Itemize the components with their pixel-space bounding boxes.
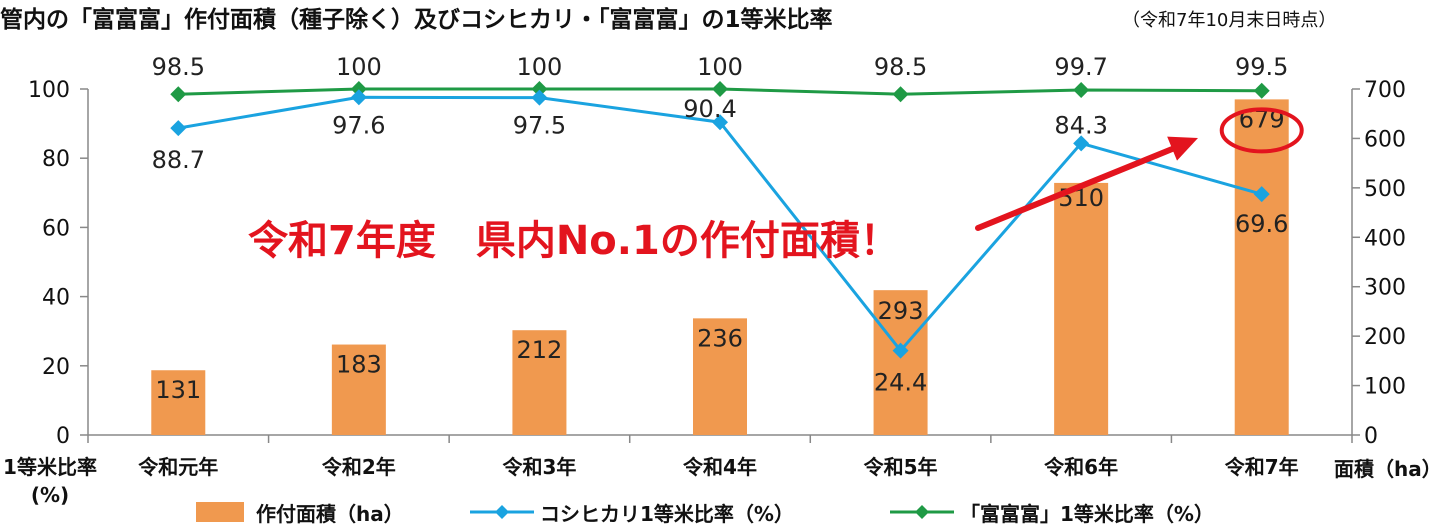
right-tick-label: 200 xyxy=(1364,325,1406,350)
left-tick-label: 80 xyxy=(42,147,70,172)
bar-data-label: 293 xyxy=(878,297,924,325)
left-tick-label: 0 xyxy=(56,424,70,449)
right-tick-label: 600 xyxy=(1364,127,1406,152)
koshihikari-data-label: 97.6 xyxy=(332,111,385,139)
fufufu-point xyxy=(1253,82,1270,99)
right-tick-label: 500 xyxy=(1364,177,1406,202)
bar xyxy=(331,344,386,435)
bar-data-label: 183 xyxy=(336,351,382,379)
left-axis-label: 1等米比率(%) xyxy=(3,455,97,507)
fufufu-data-label: 98.5 xyxy=(152,53,205,81)
x-tick-label: 令和3年 xyxy=(502,455,576,479)
koshihikari-point xyxy=(892,342,909,359)
fufufu-point xyxy=(1073,82,1090,99)
x-tick-label: 令和7年 xyxy=(1225,455,1299,479)
fufufu-data-label: 100 xyxy=(336,53,382,81)
right-tick-label: 100 xyxy=(1364,375,1406,400)
fufufu-point xyxy=(350,81,367,97)
koshihikari-point xyxy=(1253,186,1270,203)
x-tick-label: 令和5年 xyxy=(864,455,938,479)
koshihikari-data-label: 69.6 xyxy=(1235,210,1288,238)
koshihikari-point xyxy=(350,89,367,106)
koshihikari-point xyxy=(531,89,548,106)
legend-bar-swatch xyxy=(196,502,244,522)
right-axis-label: 面積（ha） xyxy=(1334,457,1442,481)
bar xyxy=(693,318,747,435)
bar xyxy=(512,330,567,435)
right-tick-label: 0 xyxy=(1364,424,1378,449)
bar-data-label: 131 xyxy=(155,376,201,404)
koshihikari-data-label: 84.3 xyxy=(1054,111,1107,139)
bar-data-label: 236 xyxy=(697,324,743,352)
legend-item-koshihikari: コシヒカリ1等米比率（%） xyxy=(470,498,794,526)
fufufu-point xyxy=(170,86,187,103)
x-tick-label: 令和2年 xyxy=(322,455,396,479)
callout-text: 令和7年度 県内No.1の作付面積！ xyxy=(248,218,900,264)
x-tick-label: 令和6年 xyxy=(1044,455,1118,479)
koshihikari-data-label: 24.4 xyxy=(874,369,927,397)
fufufu-point xyxy=(712,81,728,97)
koshihikari-data-label: 97.5 xyxy=(513,112,566,140)
x-tick-label: 令和4年 xyxy=(683,455,757,479)
right-tick-label: 700 xyxy=(1364,78,1406,103)
fufufu-data-label: 99.7 xyxy=(1054,53,1107,81)
left-tick-label: 20 xyxy=(42,355,70,380)
legend-koshihikari-label: コシヒカリ1等米比率（%） xyxy=(540,501,794,526)
legend-item-fufufu: 「富富富」1等米比率（%） xyxy=(890,498,1214,526)
callout-arrow-head xyxy=(1167,136,1198,161)
legend-koshihikari-swatch xyxy=(470,505,534,519)
bar xyxy=(873,290,928,435)
chart-title: 管内の「富富富」作付面積（種子除く）及びコシヒカリ・「富富富」の1等米比率 xyxy=(0,7,833,33)
callout-arrow-shaft xyxy=(975,142,1185,231)
x-tick-label: 令和元年 xyxy=(138,455,218,479)
date-note: （令和7年10月末日時点） xyxy=(1122,10,1337,31)
bar xyxy=(1054,182,1109,435)
left-tick-label: 40 xyxy=(42,286,70,311)
legend-fufufu-label: 「富富富」1等米比率（%） xyxy=(960,501,1214,526)
fufufu-point xyxy=(892,86,909,103)
koshihikari-point xyxy=(170,120,187,137)
right-tick-label: 300 xyxy=(1364,276,1406,301)
koshihikari-data-label: 88.7 xyxy=(152,146,205,174)
bar xyxy=(1234,99,1289,435)
left-tick-label: 60 xyxy=(42,216,70,241)
fufufu-point xyxy=(531,81,548,97)
koshihikari-point xyxy=(712,114,728,131)
bar-data-label: 212 xyxy=(517,336,563,364)
highlight-ellipse xyxy=(1219,107,1304,154)
koshihikari-point xyxy=(1073,135,1090,152)
legend-bar-label: 作付面積（ha） xyxy=(256,501,404,526)
left-tick-label: 100 xyxy=(28,78,70,103)
bar xyxy=(151,370,206,435)
koshihikari-data-label: 90.4 xyxy=(683,95,736,123)
fufufu-data-label: 100 xyxy=(517,53,563,81)
legend-fufufu-swatch xyxy=(890,505,954,519)
legend-item-bar: 作付面積（ha） xyxy=(196,498,404,526)
right-tick-label: 400 xyxy=(1364,226,1406,251)
fufufu-data-label: 99.5 xyxy=(1235,53,1288,81)
fufufu-data-label: 100 xyxy=(697,53,743,81)
fufufu-data-label: 98.5 xyxy=(874,53,927,81)
